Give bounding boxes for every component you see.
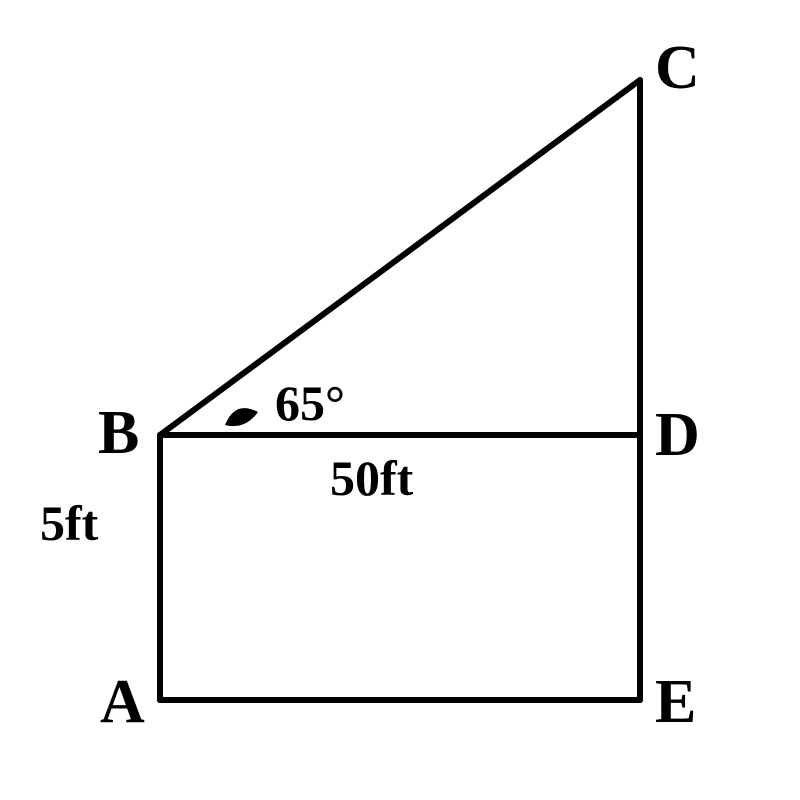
edges: [160, 80, 640, 700]
edge-BC: [160, 80, 640, 435]
dimension-labels: 5ft 50ft: [40, 450, 414, 551]
geometry-diagram: 65° 5ft 50ft A B C D E: [0, 0, 800, 800]
point-label-A: A: [100, 668, 145, 736]
point-label-D: D: [655, 401, 700, 469]
point-label-C: C: [655, 34, 700, 102]
point-label-B: B: [98, 399, 139, 467]
angle-marker-icon: [225, 408, 258, 426]
dimension-label-1: 50ft: [330, 450, 414, 506]
angle-label: 65°: [275, 375, 345, 431]
angle-marker: 65°: [225, 375, 345, 431]
point-label-E: E: [655, 668, 696, 736]
point-labels: A B C D E: [98, 34, 700, 736]
dimension-label-0: 5ft: [40, 495, 99, 551]
